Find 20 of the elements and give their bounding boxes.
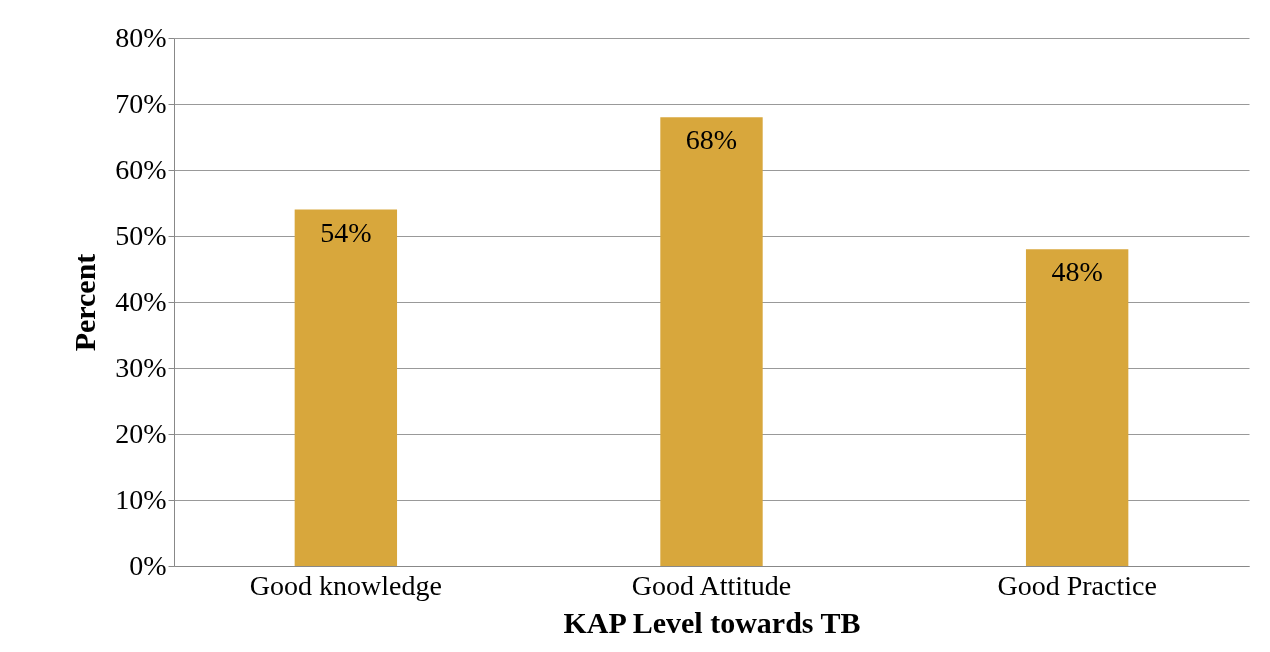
y-tick-label: 80% — [115, 21, 167, 53]
x-tick-label: Good Attitude — [631, 569, 792, 601]
y-tick-label: 40% — [115, 285, 167, 317]
y-tick-label: 70% — [115, 87, 167, 119]
y-tick-label: 10% — [115, 483, 167, 515]
x-axis-title: KAP Level towards TB — [563, 605, 861, 639]
bar — [1025, 249, 1129, 566]
bar — [660, 117, 763, 566]
x-tick-label: Good knowledge — [249, 569, 442, 601]
data-label: 68% — [685, 124, 738, 156]
y-tick-label: 0% — [129, 549, 167, 581]
y-tick-label: 20% — [115, 417, 167, 449]
bar — [294, 209, 398, 566]
y-tick-label: 50% — [115, 219, 167, 251]
x-tick-label: Good Practice — [997, 569, 1157, 601]
data-label: 48% — [1051, 256, 1103, 288]
y-tick-label: 30% — [115, 351, 167, 383]
y-tick-label: 60% — [115, 153, 167, 185]
data-label: 54% — [320, 216, 372, 248]
y-axis-title: Percent — [68, 253, 102, 352]
